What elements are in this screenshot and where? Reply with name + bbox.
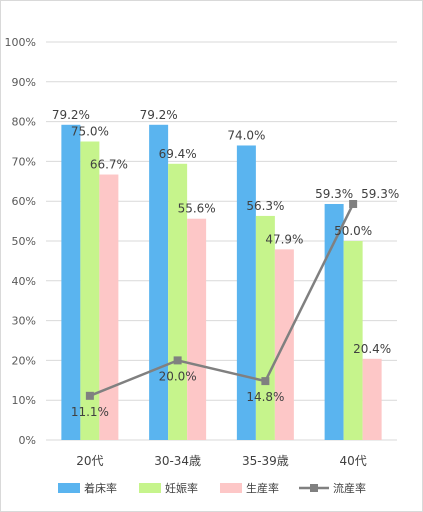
legend: 着床率 妊娠率 生産率 流産率 bbox=[58, 481, 366, 495]
bar-2-0 bbox=[99, 174, 119, 440]
legend-label: 着床率 bbox=[84, 481, 117, 495]
bar-data-label: 50.0% bbox=[334, 224, 372, 238]
line-data-label: 11.1% bbox=[71, 405, 109, 419]
bar-0-2 bbox=[236, 145, 256, 441]
bar-data-label: 69.4% bbox=[159, 147, 197, 161]
bar-data-label: 20.4% bbox=[353, 342, 391, 356]
bar-series bbox=[61, 124, 382, 441]
y-tick-label: 100% bbox=[5, 36, 36, 49]
y-tick-label: 40% bbox=[12, 275, 36, 288]
y-tick-label: 90% bbox=[12, 76, 36, 89]
legend-label: 生産率 bbox=[246, 481, 279, 495]
category-label: 20代 bbox=[76, 454, 103, 468]
y-tick-label: 50% bbox=[12, 235, 36, 248]
category-label: 30-34歳 bbox=[154, 454, 201, 468]
bar-data-label: 66.7% bbox=[90, 158, 128, 172]
legend-marker bbox=[310, 484, 318, 492]
line-data-label: 14.8% bbox=[246, 390, 284, 404]
bar-data-label: 59.3% bbox=[315, 187, 353, 201]
y-tick-label: 80% bbox=[12, 116, 36, 129]
line-series bbox=[85, 199, 358, 400]
y-tick-label: 30% bbox=[12, 315, 36, 328]
bar-0-1 bbox=[149, 124, 169, 440]
bar-data-label: 75.0% bbox=[71, 125, 109, 139]
line-point bbox=[349, 199, 358, 208]
bar-2-3 bbox=[362, 358, 382, 440]
line-path bbox=[89, 203, 355, 397]
data-labels: 79.2% 75.0% 66.7% 79.2% 69.4% 55.6% 74.0% 56.3%… bbox=[52, 108, 399, 419]
category-label: 40代 bbox=[339, 454, 366, 468]
bar-data-label: 79.2% bbox=[140, 108, 178, 122]
bar-1-1 bbox=[168, 163, 188, 440]
y-tick-label: 10% bbox=[12, 394, 36, 407]
bar-1-2 bbox=[255, 215, 275, 440]
line-point bbox=[261, 377, 270, 386]
y-tick-label: 60% bbox=[12, 195, 36, 208]
bar-data-label: 47.9% bbox=[265, 232, 303, 246]
legend-label: 流産率 bbox=[333, 481, 366, 495]
category-labels: 20代 30-34歳 35-39歳 40代 bbox=[76, 454, 367, 468]
legend-swatch bbox=[139, 483, 161, 493]
y-tick-label: 70% bbox=[12, 155, 36, 168]
bar-data-label: 56.3% bbox=[246, 199, 284, 213]
legend-label: 妊娠率 bbox=[165, 481, 198, 495]
bar-2-1 bbox=[187, 218, 207, 440]
legend-swatch bbox=[58, 483, 80, 493]
y-tick-label: 0% bbox=[19, 434, 36, 447]
line-point bbox=[173, 356, 182, 365]
y-tick-label: 20% bbox=[12, 354, 36, 367]
category-label: 35-39歳 bbox=[242, 454, 289, 468]
line-point bbox=[85, 391, 94, 400]
line-data-label: 59.3% bbox=[361, 187, 399, 201]
bar-data-label: 74.0% bbox=[227, 128, 265, 142]
bar-0-0 bbox=[61, 124, 81, 440]
legend-swatch bbox=[220, 483, 242, 493]
y-axis-tick-labels: 0% 10% 20% 30% 40% 50% 60% 70% 80% 90% 100% bbox=[5, 36, 36, 447]
line-data-label: 20.0% bbox=[159, 369, 197, 383]
bar-data-label: 79.2% bbox=[52, 108, 90, 122]
bar-0-3 bbox=[324, 203, 344, 440]
bar-1-3 bbox=[343, 241, 363, 440]
bar-data-label: 55.6% bbox=[178, 202, 216, 216]
bar-1-0 bbox=[80, 141, 100, 440]
